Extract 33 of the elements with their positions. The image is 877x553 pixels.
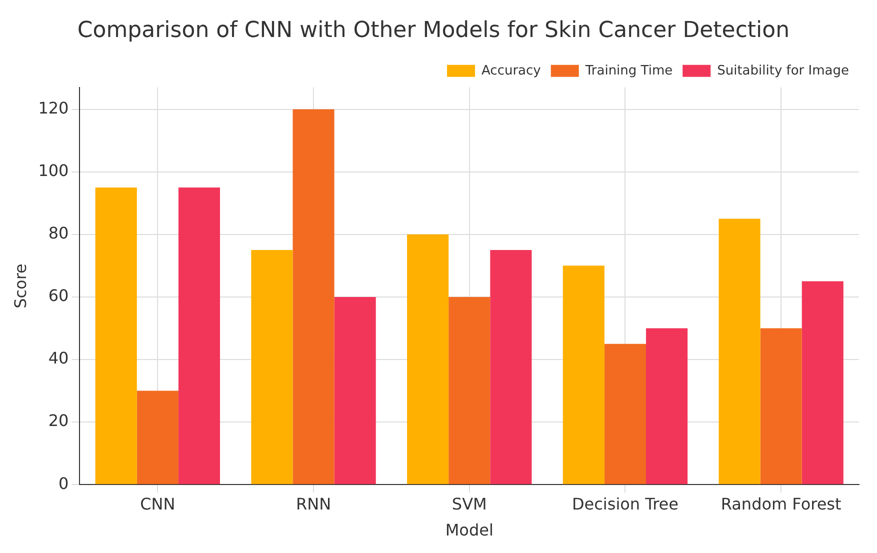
- legend-label: Training Time: [584, 63, 673, 78]
- bar: [292, 109, 334, 484]
- bar: [490, 250, 532, 484]
- x-tick-label: Random Forest: [720, 494, 842, 514]
- bar: [178, 187, 220, 484]
- bar: [251, 250, 293, 484]
- bar: [334, 296, 376, 484]
- y-tick-label: 120: [38, 98, 69, 118]
- y-tick-label: 0: [58, 474, 69, 493]
- bar: [802, 281, 844, 484]
- legend-label: Suitability for Image: [717, 63, 850, 78]
- bar: [646, 328, 688, 484]
- chart-title: Comparison of CNN with Other Models for Skin Cancer Detection: [77, 18, 790, 43]
- bar: [448, 296, 490, 484]
- y-tick-label: 80: [48, 224, 69, 243]
- bar: [136, 390, 178, 484]
- bar: [760, 328, 802, 484]
- y-tick-label: 20: [48, 411, 69, 430]
- y-tick-label: 100: [38, 161, 69, 180]
- y-tick-label: 40: [48, 348, 69, 368]
- x-tick-label: CNN: [140, 494, 176, 514]
- bar: [604, 344, 646, 484]
- bar: [562, 266, 604, 484]
- bar: [718, 218, 760, 484]
- y-tick-label: 60: [48, 286, 69, 306]
- x-tick-label: Decision Tree: [572, 494, 678, 514]
- y-axis-title: Score: [10, 264, 30, 308]
- bar: [95, 187, 137, 484]
- x-tick-label: RNN: [296, 494, 332, 514]
- x-tick-label: SVM: [452, 494, 487, 514]
- x-axis-title: Model: [445, 520, 494, 540]
- legend-label: Accuracy: [482, 63, 542, 78]
- bar: [407, 234, 449, 484]
